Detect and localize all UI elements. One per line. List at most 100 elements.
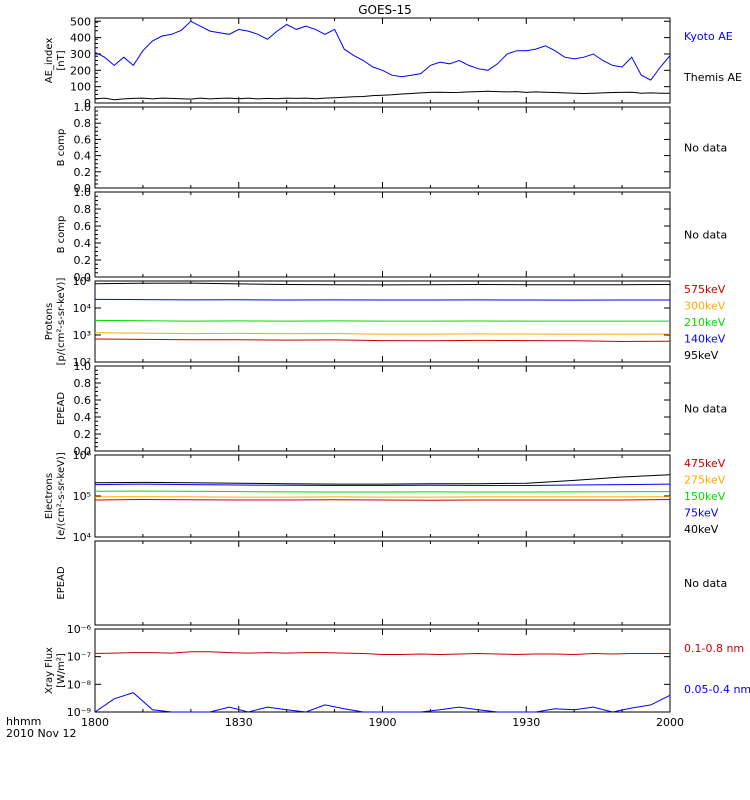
y-tick-label: 0.0: [74, 271, 92, 284]
legend-entry: 150keV: [684, 490, 726, 503]
legend-entry: 0.05-0.4 nm: [684, 683, 750, 696]
y-tick-label: 10³: [73, 329, 91, 342]
y-tick-label: 10⁵: [73, 490, 91, 503]
y-tick-label: 0.4: [74, 237, 92, 250]
series-line-95kev: [94, 282, 671, 286]
y-axis-label: B comp: [56, 129, 67, 167]
panel-b-comp-1: 0.0 0.2 0.4 0.6 0.8 1.0 B comp No data: [56, 101, 727, 195]
y-axis-label: EPEAD: [56, 566, 67, 600]
legend-entry: 140keV: [684, 333, 726, 346]
y-tick-label: 0.6: [74, 133, 92, 146]
y-tick-label: 10⁻⁷: [67, 651, 91, 664]
y-axis-label: Protons: [44, 303, 55, 340]
y-tick-label: 1.0: [74, 101, 92, 114]
legend-entry: 575keV: [684, 283, 726, 296]
y-tick-label: 0.0: [74, 445, 92, 458]
no-data-label: No data: [684, 142, 727, 155]
hhmm-label: hhmm: [6, 715, 41, 728]
panel-frame: [94, 454, 671, 538]
y-tick-label: 10⁴: [73, 302, 92, 315]
series-line-210kev: [94, 319, 670, 322]
legend-entry: Themis AE: [683, 71, 742, 84]
y-axis-label: B comp: [56, 216, 67, 254]
x-tick-label: 1930: [512, 716, 540, 729]
y-tick-label: 0.2: [74, 166, 92, 179]
y-tick-label: 0.2: [74, 254, 92, 267]
series-line-75kev: [94, 483, 671, 486]
y-tick-label: 0.6: [74, 220, 92, 233]
series-line-kyoto-ae: [94, 20, 671, 81]
x-tick-label: 2000: [656, 716, 684, 729]
y-axis-label: [W/m²]: [56, 653, 67, 688]
legend-entry: Kyoto AE: [684, 30, 733, 43]
panel-ae-index: 0 100 200 300 400 500 AE_index [nT] Kyoto AE Them…: [44, 15, 742, 110]
y-tick-label: 10⁶: [73, 449, 92, 462]
legend-entry: 300keV: [684, 300, 726, 313]
no-data-label: No data: [684, 577, 727, 590]
no-data-label: No data: [684, 403, 727, 416]
y-tick-label: 0: [84, 97, 91, 110]
y-tick-label: 200: [70, 64, 91, 77]
series-line-475kev: [94, 498, 671, 501]
panel-frame: [94, 628, 671, 713]
legend-entry: 40keV: [684, 523, 719, 536]
y-tick-label: 300: [70, 48, 91, 61]
y-axis-label: [e/(cm²-s-sr-keV)]: [56, 452, 67, 540]
x-tick-label: 1800: [81, 716, 109, 729]
y-tick-label: 10⁻⁶: [67, 623, 92, 636]
x-tick-label: 1900: [369, 716, 397, 729]
y-axis-label: AE_index: [44, 38, 55, 84]
legend-entry: 275keV: [684, 474, 726, 487]
legend-entry: 95keV: [684, 349, 719, 362]
series-line-40kev: [94, 474, 671, 485]
y-tick-label: 0.8: [74, 203, 92, 216]
y-tick-label: 400: [70, 32, 91, 45]
y-tick-label: 0.6: [74, 394, 92, 407]
y-axis-label: Electrons: [44, 473, 55, 519]
y-tick-label: 10⁵: [73, 275, 91, 288]
y-tick-label: 1.0: [74, 360, 92, 373]
x-tick-label: 1830: [225, 716, 253, 729]
panel-protons: 10² 10³ 10⁴ 10⁵ Protons [p/(cm²-s-sr-keV)] 575…: [44, 275, 726, 369]
date-label: 2010 Nov 12: [6, 727, 76, 740]
series-line-0-05-0-4-nm: [94, 692, 671, 713]
y-tick-label: 10⁻⁹: [67, 706, 91, 719]
y-axis-label: [p/(cm²-s-sr-keV)]: [56, 278, 67, 366]
panel-b-comp-2: 0.0 0.2 0.4 0.6 0.8 1.0 B comp No data: [56, 186, 727, 284]
series-line-140kev: [94, 298, 670, 301]
y-tick-label: 0.4: [74, 150, 92, 163]
legend-entry: 75keV: [684, 507, 719, 520]
panel-frame: [94, 540, 671, 626]
panel-electrons: 10⁴ 10⁵ 10⁶ Electrons [e/(cm²-s-sr-keV)] 475k…: [44, 449, 726, 544]
y-tick-label: 0.0: [74, 182, 92, 195]
series-line-150kev: [94, 490, 671, 493]
y-axis-label: EPEAD: [56, 392, 67, 426]
panels: 0 100 200 300 400 500 AE_index [nT] Kyoto AE Them…: [44, 15, 750, 729]
panel-frame: [94, 365, 671, 452]
y-tick-label: 0.8: [74, 377, 92, 390]
y-tick-label: 0.8: [74, 117, 92, 130]
series-line-themis-ae: [94, 90, 670, 101]
series-line-300kev: [94, 332, 670, 335]
legend-entry: 210keV: [684, 316, 726, 329]
y-tick-label: 500: [70, 15, 91, 28]
y-tick-label: 10²: [73, 356, 91, 369]
panel-xray: 10⁻⁹ 10⁻⁸ 10⁻⁷ 10⁻⁶ Xray Flux [W/m²] 0.1-0.8 n…: [44, 623, 750, 719]
figure-title: GOES-15: [358, 3, 412, 17]
y-axis-label: [nT]: [56, 50, 67, 70]
y-tick-label: 10⁻⁸: [67, 678, 92, 691]
panel-frame: [94, 191, 671, 278]
no-data-label: No data: [684, 229, 727, 242]
y-tick-label: 0.2: [74, 428, 92, 441]
y-tick-label: 100: [70, 81, 91, 94]
panel-epead-2: EPEAD No data: [56, 540, 727, 626]
y-tick-label: 10⁴: [73, 531, 92, 544]
series-line-0-1-0-8-nm: [94, 651, 670, 656]
y-tick-label: 1.0: [74, 186, 92, 199]
y-axis-label: Xray Flux: [44, 647, 55, 694]
panel-frame: [94, 106, 671, 189]
legend-entry: 475keV: [684, 457, 726, 470]
series-line-575kev: [94, 338, 671, 343]
legend-entry: 0.1-0.8 nm: [684, 642, 744, 655]
